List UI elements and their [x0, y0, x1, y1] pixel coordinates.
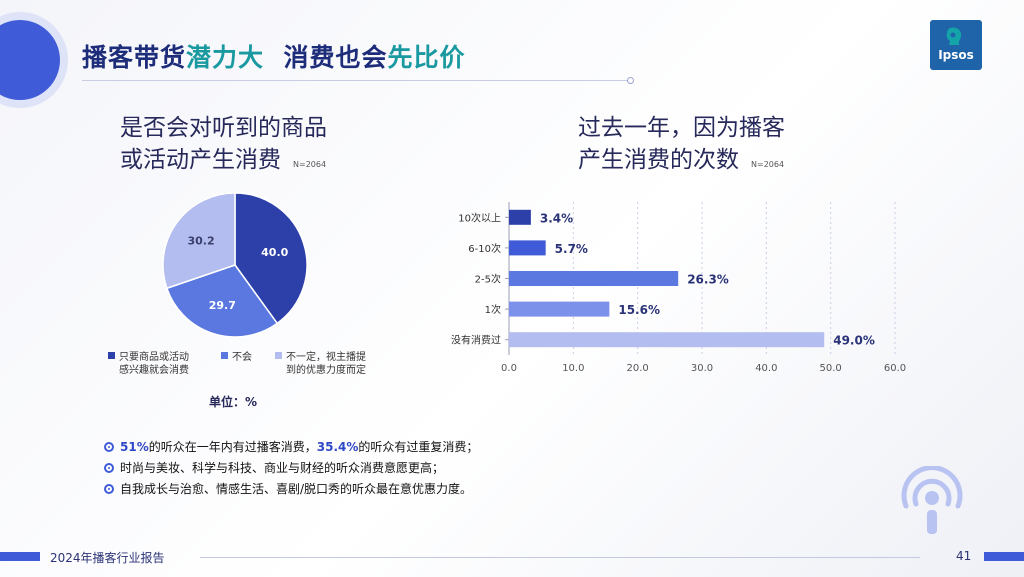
legend-swatch-1 — [108, 352, 115, 359]
finding-1-text-2: 的听众有过重复消费； — [358, 440, 479, 454]
legend-label-2: 不会 — [232, 352, 252, 363]
left-question: 是否会对听到的商品 或活动产生消费 N=2064 — [120, 112, 410, 181]
title-divider — [82, 80, 630, 81]
pie-slice-1 — [234, 192, 308, 325]
bar-5 — [509, 332, 825, 348]
finding-2: 时尚与美妆、科学与科技、商业与财经的听众消费意愿更高； — [104, 458, 478, 479]
right-question-line2: 产生消费的次数 N=2064 — [578, 144, 838, 181]
finding-1-highlight-1: 51% — [120, 440, 149, 454]
pie-chart: 40.0 29.7 30.2 — [162, 192, 308, 338]
right-question-line1: 过去一年，因为播客 — [578, 115, 785, 141]
title-part-4: 先比价 — [387, 43, 466, 72]
footer-accent-left — [0, 552, 40, 561]
logo-text: Ipsos — [938, 48, 974, 62]
ipsos-logo: Ipsos — [930, 20, 982, 70]
logo-head-icon — [946, 27, 962, 45]
legend-swatch-2 — [221, 352, 228, 359]
pie-label-2: 29.7 — [209, 299, 236, 312]
left-question-line2: 或活动产生消费 N=2064 — [120, 144, 410, 181]
legend-item-3: 不一定，视主播提 到的优惠力度而定 — [275, 351, 366, 377]
title-part-1: 播客带货 — [82, 43, 187, 72]
x-tick-label: 30.0 — [691, 363, 713, 374]
value-label: 15.6% — [618, 303, 660, 317]
left-question-line1: 是否会对听到的商品 — [120, 115, 327, 141]
pie-slice-2 — [165, 264, 279, 338]
title-part-2: 潜力大 — [186, 43, 265, 72]
bar-1 — [509, 209, 531, 225]
left-n-label: N=2064 — [293, 160, 327, 169]
bullet-icon — [104, 484, 114, 494]
x-tick-label: 10.0 — [562, 363, 584, 374]
right-n-label: N=2064 — [751, 160, 785, 169]
page-number: 41 — [956, 549, 972, 563]
finding-3: 自我成长与治愈、情感生活、喜剧/脱口秀的听众最在意优惠力度。 — [104, 479, 478, 500]
page-title: 播客带货潜力大 消费也会先比价 — [82, 38, 465, 74]
bar-chart: 0.0 10.0 20.0 30.0 40.0 50.0 60.0 10次以上 3.4% 6-10… — [451, 202, 906, 374]
bar-2 — [509, 240, 546, 256]
pie-slice-3 — [162, 192, 236, 290]
x-tick-label: 40.0 — [755, 363, 777, 374]
bar-3 — [509, 271, 679, 286]
category-label: 1次 — [485, 303, 501, 316]
bar-4 — [509, 301, 610, 317]
value-label: 49.0% — [833, 334, 875, 348]
category-label: 10次以上 — [458, 211, 501, 224]
title-part-3: 消费也会 — [283, 43, 388, 72]
right-question-line2-text: 产生消费的次数 — [578, 147, 739, 173]
legend-label-1a: 只要商品或活动 — [119, 352, 189, 363]
value-label: 3.4% — [540, 211, 573, 225]
x-tick-label: 60.0 — [884, 363, 906, 374]
value-label: 5.7% — [555, 242, 588, 256]
title-divider-dot — [627, 77, 634, 84]
podcast-icon — [901, 466, 963, 534]
finding-3-text: 自我成长与治愈、情感生活、喜剧/脱口秀的听众最在意优惠力度。 — [120, 482, 473, 496]
value-label: 26.3% — [687, 273, 729, 287]
x-tick-label: 0.0 — [501, 363, 517, 374]
footer-divider — [200, 557, 920, 558]
unit-label: 单位：% — [209, 395, 258, 409]
pie-label-1: 40.0 — [261, 246, 288, 259]
legend-item-2: 不会 — [221, 351, 252, 364]
footer-report-title: 2024年播客行业报告 — [50, 551, 165, 565]
category-label: 6-10次 — [468, 242, 501, 255]
category-label: 2-5次 — [475, 273, 501, 286]
pie-label-3: 30.2 — [187, 235, 214, 248]
legend-label-1b: 感兴趣就会消费 — [119, 365, 189, 376]
left-question-line2-text: 或活动产生消费 — [120, 147, 281, 173]
x-tick-label: 20.0 — [627, 363, 649, 374]
legend-swatch-3 — [275, 352, 282, 359]
finding-1: 51%的听众在一年内有过播客消费，35.4%的听众有过重复消费； — [104, 437, 478, 458]
footer-accent-right — [984, 552, 1024, 561]
legend-label-3a: 不一定，视主播提 — [286, 352, 366, 363]
bullet-icon — [104, 463, 114, 473]
category-label: 没有消费过 — [451, 334, 501, 347]
legend-item-1: 只要商品或活动 感兴趣就会消费 — [108, 351, 189, 377]
finding-1-highlight-2: 35.4% — [316, 440, 359, 454]
finding-2-text: 时尚与美妆、科学与科技、商业与财经的听众消费意愿更高； — [120, 461, 445, 475]
right-question: 过去一年，因为播客 产生消费的次数 N=2064 — [578, 112, 838, 181]
legend-label-3b: 到的优惠力度而定 — [286, 365, 366, 376]
key-findings: 51%的听众在一年内有过播客消费，35.4%的听众有过重复消费； 时尚与美妆、科… — [104, 437, 478, 500]
bullet-icon — [104, 442, 114, 452]
finding-1-text-1: 的听众在一年内有过播客消费， — [148, 440, 317, 454]
x-tick-label: 50.0 — [820, 363, 842, 374]
